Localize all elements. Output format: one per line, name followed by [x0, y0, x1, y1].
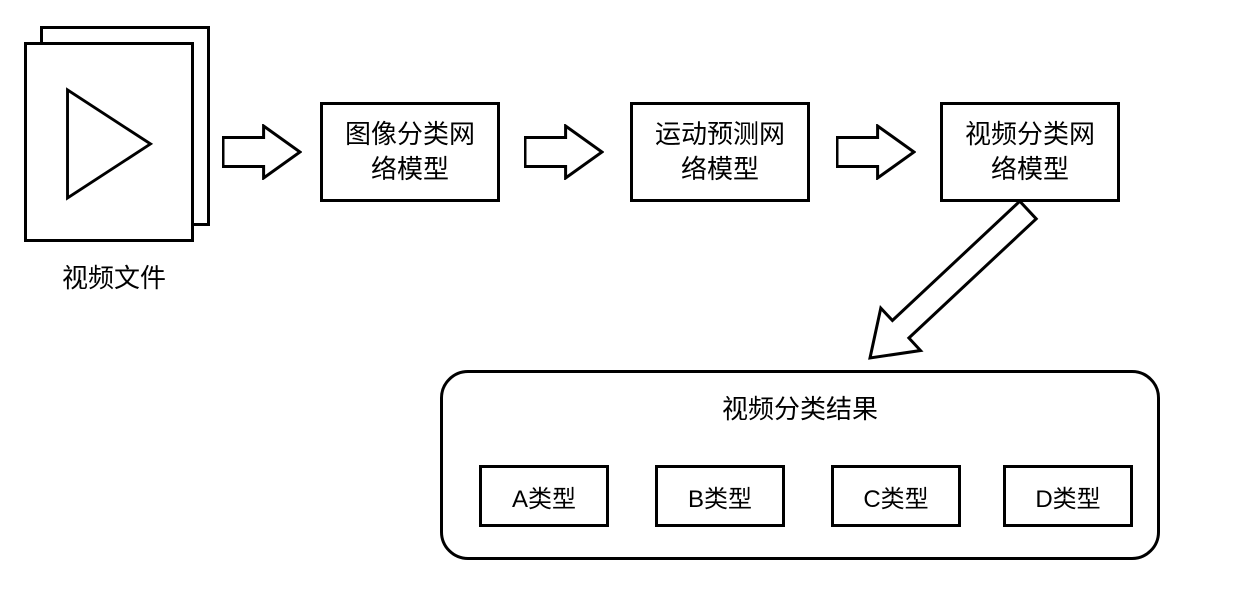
result-type-c: C类型 [831, 465, 961, 527]
result-title: 视频分类结果 [443, 389, 1157, 426]
result-type-a: A类型 [479, 465, 609, 527]
result-type-b: B类型 [655, 465, 785, 527]
result-type-d-text: D类型 [1035, 479, 1100, 514]
result-container: 视频分类结果 A类型 B类型 C类型 D类型 [440, 370, 1160, 560]
result-type-a-text: A类型 [512, 479, 576, 514]
result-type-d: D类型 [1003, 465, 1133, 527]
result-type-c-text: C类型 [863, 479, 928, 514]
result-type-b-text: B类型 [688, 479, 752, 514]
